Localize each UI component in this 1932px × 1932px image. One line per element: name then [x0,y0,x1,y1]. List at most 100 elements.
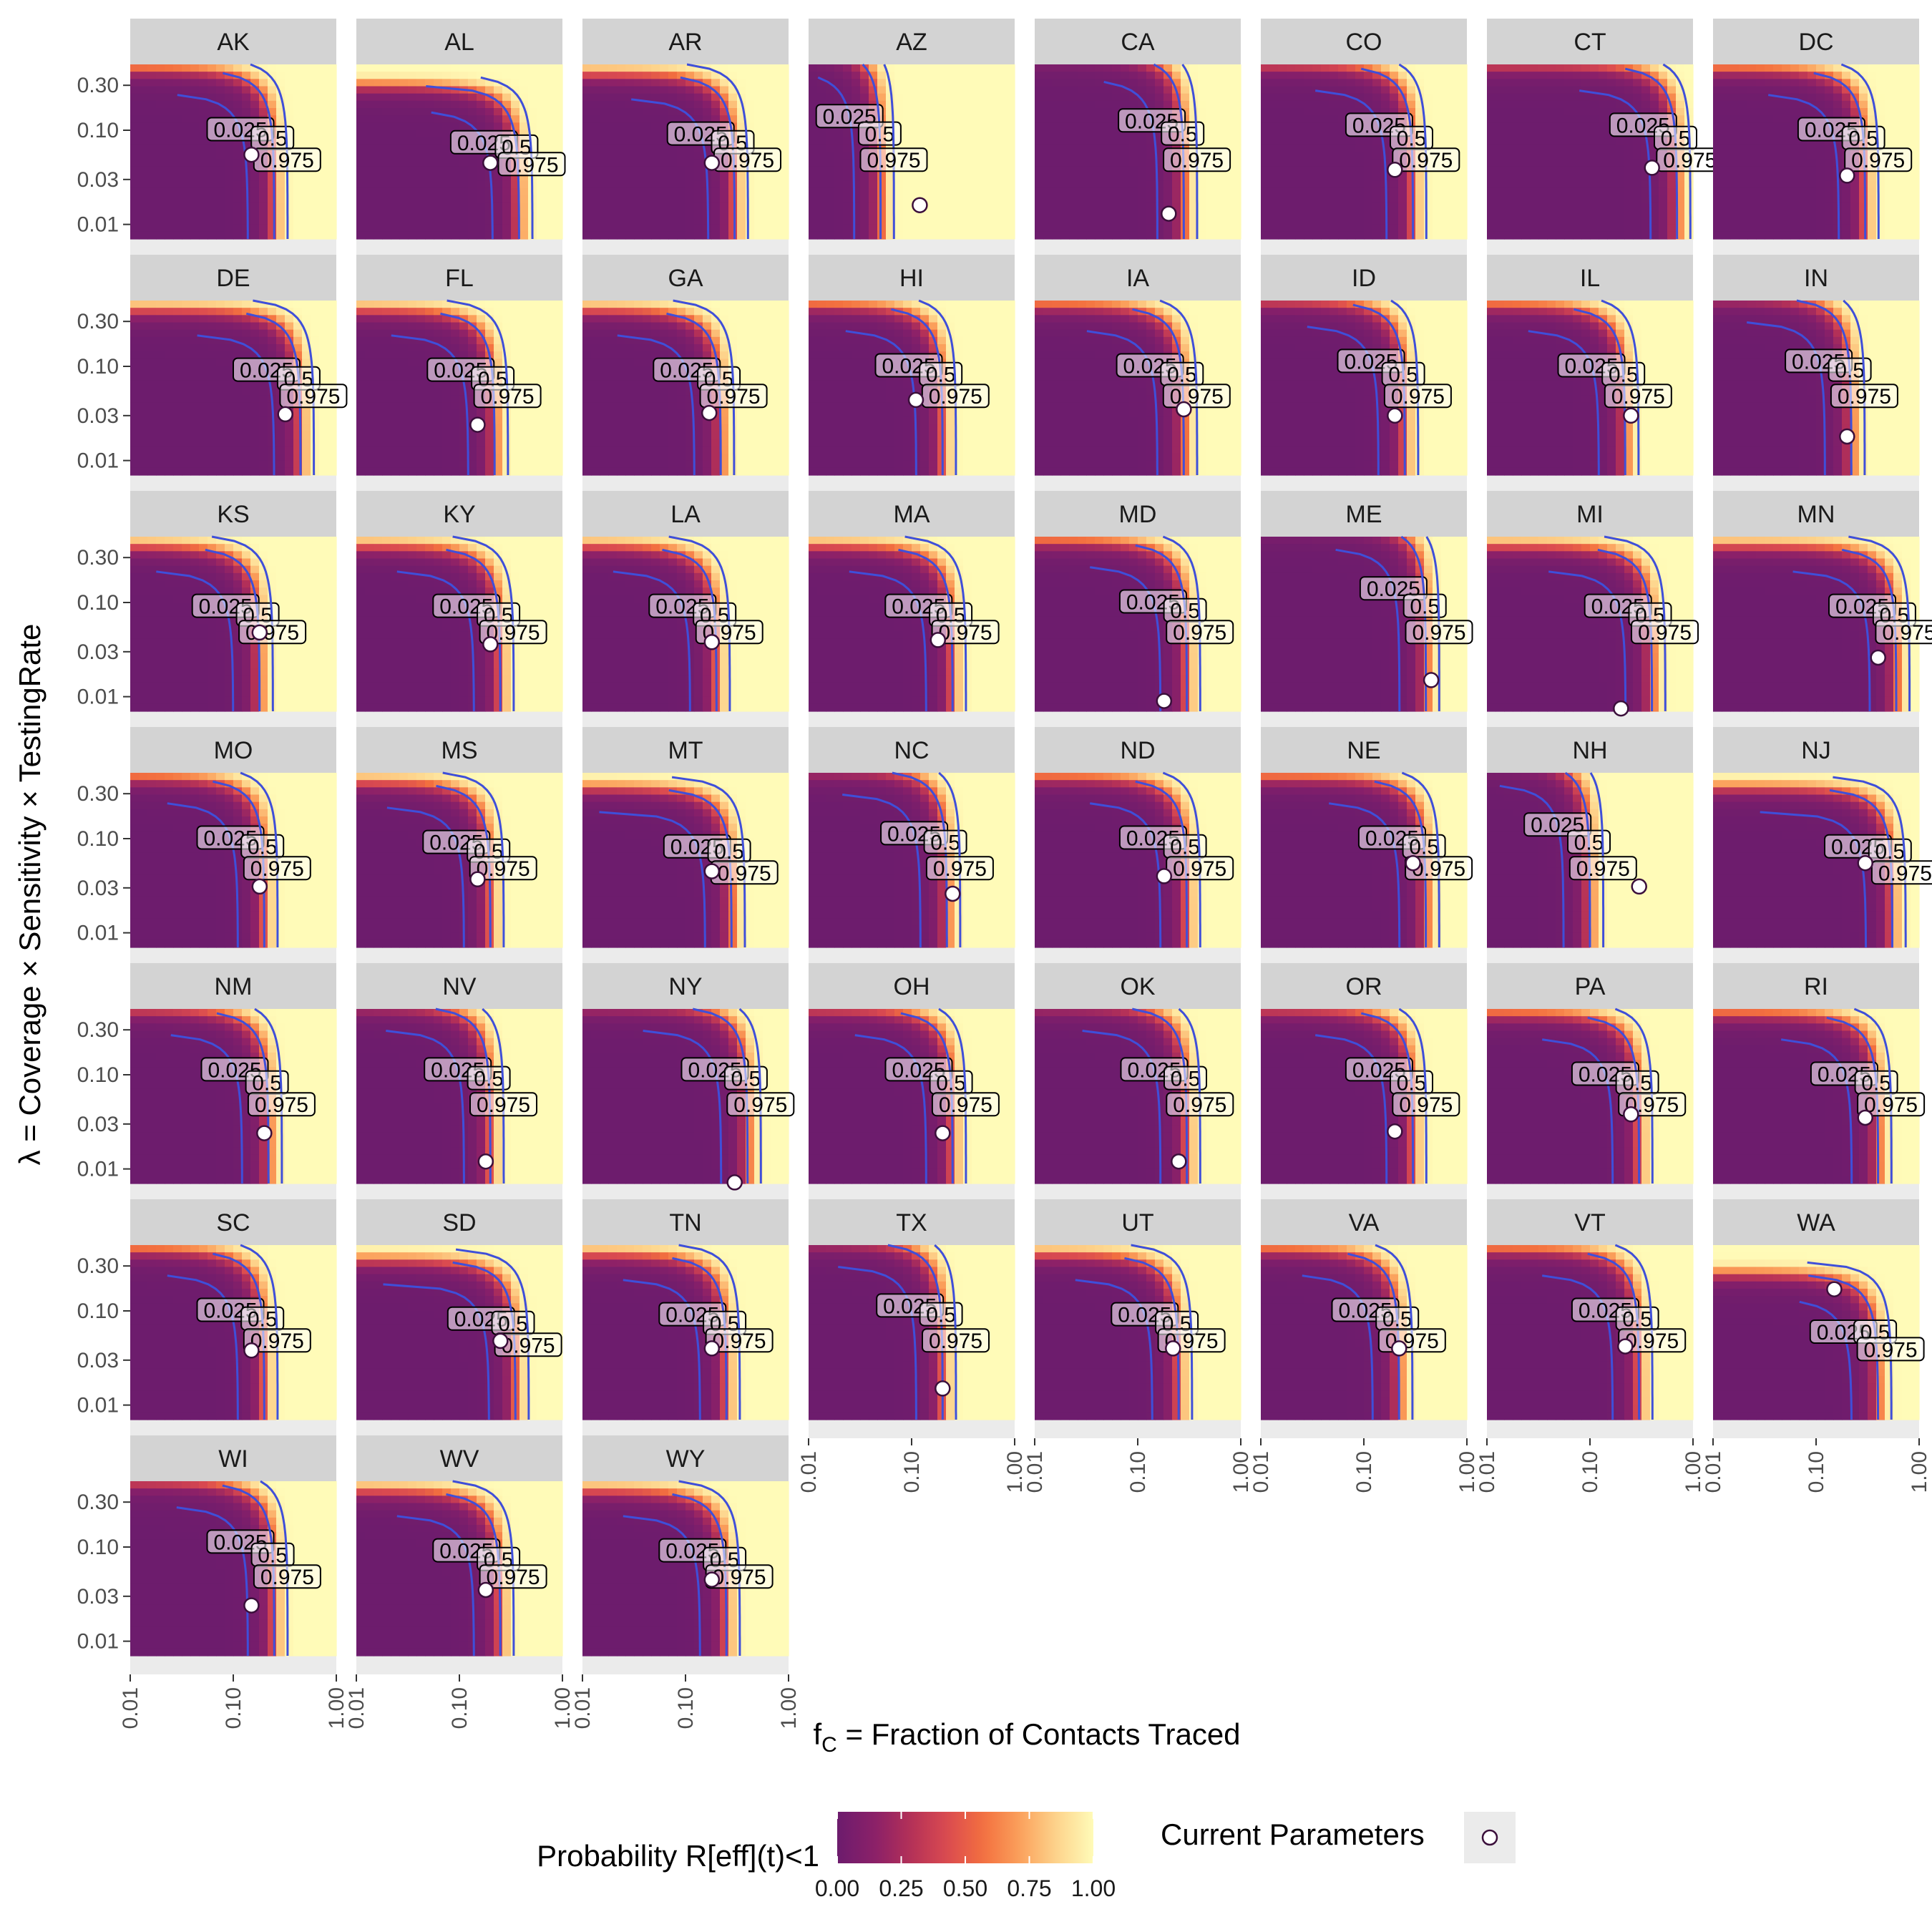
heatmap-tile [1573,130,1582,138]
heatmap-tile [1278,79,1287,87]
heatmap-tile [545,122,555,131]
heatmap-tile [1911,203,1920,210]
heatmap-tile [1181,180,1190,189]
heatmap-tile [1556,217,1565,225]
heatmap-tile [545,64,555,72]
heatmap-tile [319,173,328,182]
heatmap-tile [852,231,861,240]
heatmap-tile [1052,108,1061,116]
heatmap-tile [1035,144,1044,152]
heatmap-tile [1321,72,1330,79]
heatmap-tile [1756,122,1765,131]
heatmap-tile [408,173,417,182]
heatmap-tile [711,224,721,233]
heatmap-tile [1530,203,1539,210]
heatmap-tile [1415,115,1425,123]
heatmap-tile [972,180,981,189]
heatmap-tile [1086,224,1096,233]
heatmap-tile [1458,195,1468,203]
heatmap-tile [929,93,938,102]
heatmap-tile [920,231,930,240]
heatmap-tile [1407,187,1416,196]
heatmap-tile [1295,166,1304,175]
heatmap-tile [1573,152,1582,160]
heatmap-tile [617,217,626,225]
heatmap-tile [182,453,191,462]
heatmap-tile [1215,217,1224,225]
heatmap-tile [1095,166,1104,175]
heatmap-tile [1790,173,1800,182]
heatmap-tile [1859,180,1868,189]
heatmap-tile [1304,122,1313,131]
heatmap-tile [391,173,400,182]
heatmap-tile [1713,152,1722,160]
heatmap-tile [1825,231,1834,240]
heatmap-tile [997,203,1007,210]
heatmap-tile [1095,210,1104,218]
heatmap-tile [147,166,157,175]
heatmap-tile [139,358,148,367]
heatmap-tile [591,195,600,203]
heatmap-tile [1163,224,1173,233]
heatmap-tile [1078,203,1087,210]
heatmap-tile [625,231,635,240]
heatmap-tile [972,224,981,233]
heatmap-tile [1121,210,1130,218]
heatmap-tile [190,130,200,138]
heatmap-tile [1112,72,1121,79]
heatmap-tile [1181,173,1190,182]
heatmap-tile [1521,173,1531,182]
heatmap-tile [259,224,268,233]
heatmap-tile [182,210,191,218]
heatmap-tile [328,137,337,145]
heatmap-tile [485,217,494,225]
heatmap-tile [894,173,904,182]
heatmap-tile [1181,224,1190,233]
heatmap-tile [1504,195,1513,203]
heatmap-tile [886,108,895,116]
heatmap-tile [582,130,592,138]
heatmap-tile [208,424,217,432]
heatmap-tile [1364,64,1373,72]
heatmap-tile [545,187,555,196]
heatmap-tile [477,93,486,102]
heatmap-tile [625,152,635,160]
heatmap-tile [1415,203,1425,210]
heatmap-tile [903,122,912,131]
heatmap-tile [1347,86,1356,94]
heatmap-tile [165,86,174,94]
heatmap-tile [382,137,391,145]
heatmap-tile [989,144,998,152]
heatmap-tile [1756,130,1765,138]
heatmap-tile [511,195,520,203]
heatmap-tile [182,388,191,396]
heatmap-tile [199,409,208,418]
heatmap-tile [537,79,546,87]
heatmap-tile [485,64,494,72]
heatmap-tile [1782,144,1791,152]
heatmap-tile [1052,86,1061,94]
heatmap-tile [1155,144,1164,152]
heatmap-tile [1590,137,1599,145]
heatmap-tile [139,108,148,116]
heatmap-tile [1850,72,1860,79]
heatmap-tile [1189,108,1199,116]
heatmap-tile [929,64,938,72]
heatmap-tile [285,108,294,116]
heatmap-tile [1441,203,1450,210]
heatmap-tile [1650,93,1659,102]
heatmap-tile [328,195,337,203]
heatmap-tile [1424,187,1433,196]
heatmap-tile [1215,108,1224,116]
heatmap-tile [391,115,400,123]
heatmap-tile [972,187,981,196]
heatmap-tile [1902,231,1911,240]
heatmap-tile [746,115,755,123]
heatmap-tile [1773,195,1782,203]
heatmap-tile [382,115,391,123]
heatmap-tile [130,439,140,447]
heatmap-tile [468,173,477,182]
heatmap-tile [1390,93,1399,102]
heatmap-tile [156,64,165,72]
